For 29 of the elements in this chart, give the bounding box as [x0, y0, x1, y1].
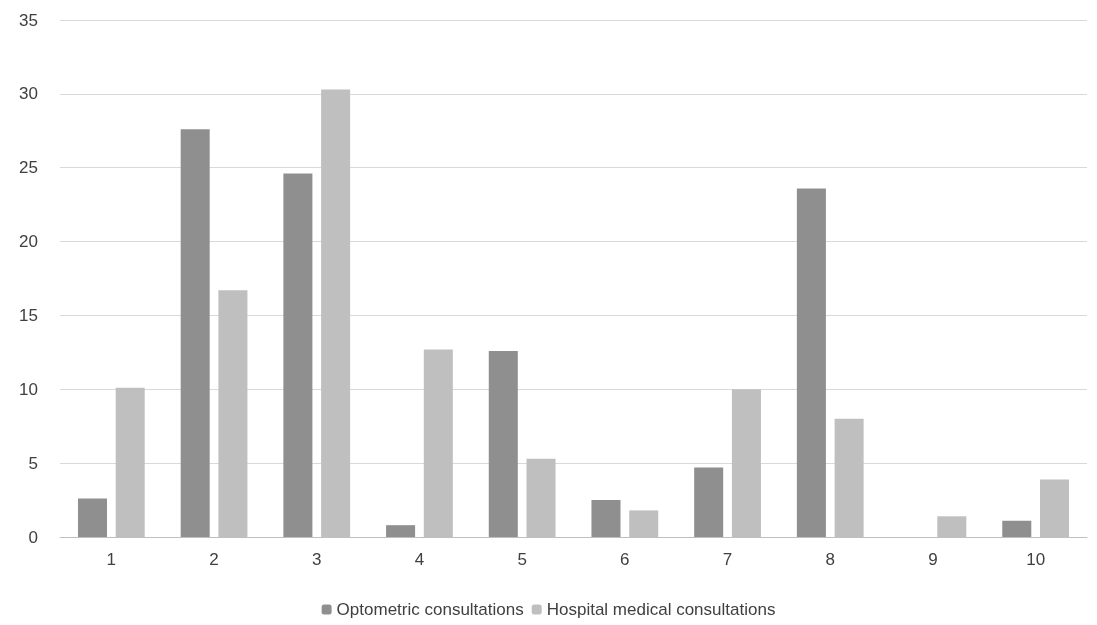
- bar: [283, 173, 313, 537]
- bar: [488, 350, 518, 537]
- y-tick-label: 5: [28, 453, 38, 473]
- bar: [796, 188, 826, 537]
- x-tick-label: 7: [722, 550, 733, 569]
- x-tick-label: 2: [209, 550, 219, 569]
- y-tick-label: 20: [19, 232, 38, 252]
- legend-label: Hospital medical consultations: [546, 600, 776, 619]
- x-tick-label: 10: [1026, 550, 1046, 569]
- y-tick-label: 10: [19, 379, 38, 399]
- x-tick-label: 1: [106, 550, 117, 569]
- x-tick-label: 3: [312, 550, 322, 569]
- y-tick-label: 35: [19, 10, 38, 30]
- bar: [386, 525, 416, 537]
- bar: [1002, 520, 1032, 537]
- y-tick-label: 15: [19, 305, 38, 325]
- bar: [591, 500, 621, 537]
- x-tick-label: 8: [825, 550, 835, 569]
- bar: [180, 129, 210, 537]
- y-tick-label: 25: [19, 158, 38, 178]
- bar: [77, 498, 107, 537]
- x-tick-label: 9: [928, 550, 938, 569]
- legend-label: Optometric consultations: [336, 600, 524, 619]
- x-tick-label: 4: [414, 550, 425, 569]
- x-tick-label: 6: [620, 550, 630, 569]
- x-tick-label: 5: [517, 550, 527, 569]
- bar: [694, 467, 724, 537]
- y-tick-label: 0: [28, 527, 38, 547]
- y-tick-label: 30: [19, 84, 38, 104]
